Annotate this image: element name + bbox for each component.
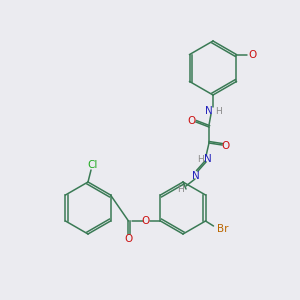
Text: N: N <box>205 106 213 116</box>
Text: O: O <box>222 141 230 151</box>
Text: H: H <box>214 106 221 116</box>
Text: O: O <box>141 216 150 226</box>
Text: Cl: Cl <box>88 160 98 170</box>
Text: N: N <box>192 171 200 181</box>
Text: N: N <box>204 154 212 164</box>
Text: O: O <box>124 234 133 244</box>
Text: H: H <box>177 184 183 194</box>
Text: H: H <box>196 154 203 164</box>
Text: O: O <box>248 50 256 59</box>
Text: O: O <box>188 116 196 126</box>
Text: Br: Br <box>217 224 228 234</box>
